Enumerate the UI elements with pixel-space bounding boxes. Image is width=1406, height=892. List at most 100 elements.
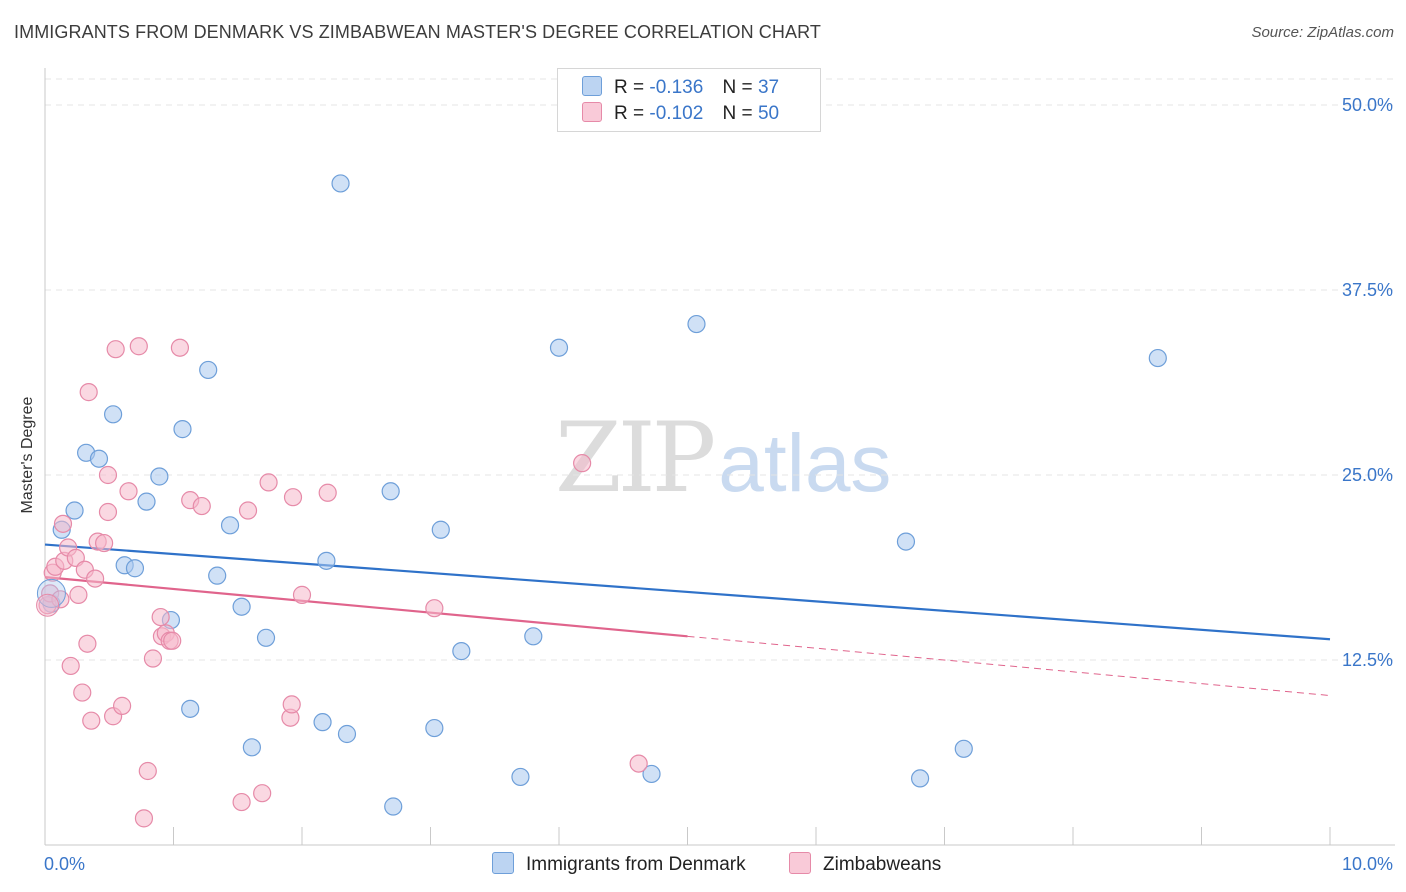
point-denmark [337,724,357,744]
point-zimbabwe [134,809,154,828]
legend-item-zimbabwe: Zimbabweans [789,852,941,876]
point-zimbabwe [292,585,312,604]
point-denmark [1148,348,1167,368]
point-denmark [199,360,218,380]
point-zimbabwe [238,501,258,520]
point-denmark [524,627,543,646]
point-denmark [232,597,251,616]
point-zimbabwe [192,496,211,516]
point-zimbabwe [112,696,132,715]
legend-n-value: 50 [757,103,780,124]
point-denmark [381,482,400,501]
point-denmark [208,566,227,585]
legend-label-denmark: Immigrants from Denmark [526,854,746,875]
point-zimbabwe [143,649,163,668]
trend-lines [44,543,1331,697]
point-zimbabwe [119,482,138,501]
point-zimbabwe [318,483,337,502]
axes [44,68,1395,846]
grid [45,78,1395,661]
point-denmark [384,797,403,816]
point-zimbabwe [61,656,80,676]
point-zimbabwe [151,607,170,627]
point-denmark [36,578,66,608]
point-zimbabwe [95,533,114,553]
legend-r-label: R = [614,103,645,124]
legend-row-denmark: R = -0.136 N = 37 [582,76,779,100]
point-denmark [256,628,276,647]
point-denmark [910,769,930,788]
trend-line-zimbabwe [687,635,1331,697]
point-zimbabwe [36,593,60,617]
watermark-atlas: atlas [718,418,892,509]
point-denmark [137,492,156,511]
point-zimbabwe [170,338,190,357]
point-denmark [431,520,450,539]
legend-swatch-blue [582,76,602,96]
point-zimbabwe [53,514,73,533]
trend-line-zimbabwe [44,576,688,638]
legend-r-value: -0.136 [649,77,704,98]
point-zimbabwe [253,784,272,803]
point-denmark [242,738,261,757]
y-tick-label: 25.0% [1342,465,1393,485]
legend-r-value: -0.102 [649,103,704,124]
x-tick-label: 10.0% [1342,854,1393,874]
point-zimbabwe [82,711,101,730]
point-denmark [687,314,706,334]
point-zimbabwe [259,473,278,492]
legend-n-label: N = [722,77,753,98]
point-zimbabwe [86,569,105,588]
point-zimbabwe [163,631,182,650]
trend-line-denmark [44,543,1331,641]
point-zimbabwe [106,340,125,359]
legend-r-label: R = [614,77,645,98]
point-zimbabwe [129,337,148,356]
point-zimbabwe [79,383,98,402]
point-zimbabwe [98,465,118,485]
point-denmark [549,338,569,357]
point-zimbabwe [282,695,301,714]
point-denmark [125,559,145,578]
y-tick-label: 37.5% [1342,280,1393,300]
point-denmark [150,467,169,486]
legend-row-zimbabwe: R = -0.102 N = 50 [582,102,779,126]
point-zimbabwe [283,488,303,507]
point-denmark [331,174,350,193]
legend-swatch-pink [789,852,811,874]
point-denmark [181,699,200,718]
legend-swatch-blue [492,852,514,874]
chart-title: IMMIGRANTS FROM DENMARK VS ZIMBABWEAN MA… [14,22,821,42]
point-zimbabwe [425,599,444,618]
legend-n-label: N = [722,103,753,124]
point-denmark [89,449,109,468]
legend-swatch-pink [582,102,602,122]
y-tick-label: 12.5% [1342,650,1393,670]
point-denmark [104,405,123,424]
point-denmark [65,501,84,520]
point-zimbabwe [232,792,251,812]
point-denmark [896,532,916,551]
data-points [36,174,1167,828]
point-denmark [511,767,530,787]
point-zimbabwe [629,754,648,773]
point-denmark [642,764,661,784]
point-zimbabwe [138,761,157,781]
legend-label-zimbabwe: Zimbabweans [823,854,942,875]
point-denmark [173,420,192,439]
point-denmark [220,516,240,535]
correlation-legend: R = -0.136 N = 37 R = -0.102 N = 50 [557,68,821,132]
legend-item-denmark: Immigrants from Denmark [492,852,746,876]
point-zimbabwe [51,590,70,609]
point-denmark [954,739,973,758]
legend-n-value: 37 [757,77,780,98]
point-denmark [313,713,332,732]
point-zimbabwe [73,683,92,702]
tick-labels: 12.5% 25.0% 37.5% 50.0% 0.0% 10.0% [44,95,1393,874]
point-zimbabwe [78,634,97,653]
source-label: Source: ZipAtlas.com [1251,24,1394,41]
x-tick-label: 0.0% [44,854,85,874]
point-denmark [317,551,336,570]
point-denmark [425,718,444,738]
